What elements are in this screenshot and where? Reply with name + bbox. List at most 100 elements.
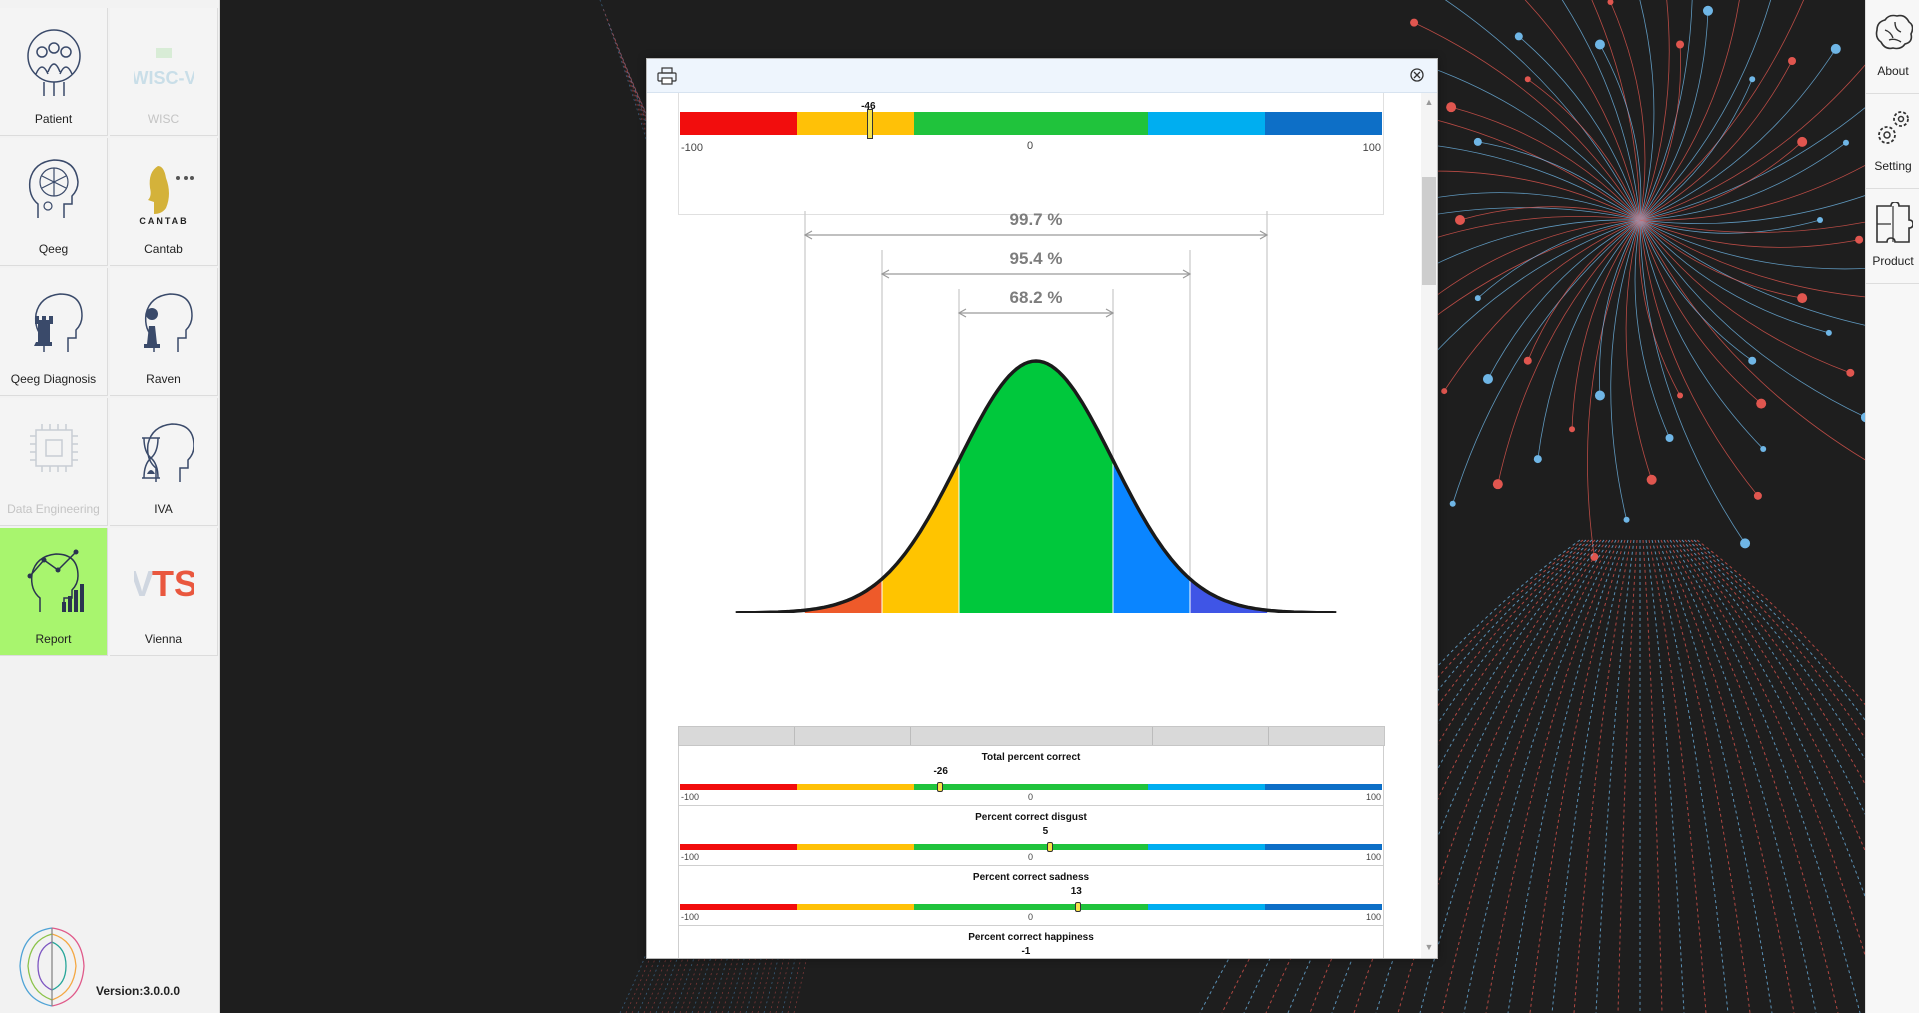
app-tile-report[interactable]: Report	[0, 528, 108, 656]
about-button[interactable]: About	[1866, 0, 1919, 94]
app-tile-cantab[interactable]: CANTAB Cantab	[110, 138, 218, 266]
decorative-line	[1672, 539, 1865, 957]
range-percent-label: 95.4 %	[1010, 249, 1063, 268]
decorative-line	[1524, 0, 1641, 221]
app-tile-label: Vienna	[144, 632, 183, 646]
decorative-dot	[1825, 329, 1832, 336]
app-tile-iva[interactable]: IVA	[110, 398, 218, 526]
decorative-line	[1639, 219, 1762, 404]
decorative-dot	[1482, 374, 1493, 385]
decorative-line	[1639, 219, 1865, 418]
subscale-color-bar	[680, 784, 1382, 790]
decorative-line	[1639, 219, 1821, 234]
decorative-dot	[1446, 102, 1457, 113]
subscale-max-label: 100	[1365, 792, 1381, 802]
decorative-line	[1639, 219, 1865, 461]
svg-text:CANTAB: CANTAB	[139, 216, 188, 226]
decorative-line	[1595, 539, 1635, 1013]
report-toolbar	[647, 59, 1437, 93]
decorative-line	[1639, 195, 1865, 224]
decorative-line	[1651, 539, 1729, 1013]
decorative-line	[1353, 539, 1602, 1013]
decorative-line	[1497, 219, 1641, 485]
decorative-line	[1666, 539, 1839, 1013]
subscale-color-bar	[680, 844, 1382, 850]
cantab-logo-icon: CANTAB	[139, 166, 194, 226]
scroll-up-icon[interactable]: ▲	[1424, 97, 1434, 107]
decorative-dot	[1594, 390, 1605, 401]
decorative-dot	[1594, 39, 1605, 50]
subscale-color-bar	[680, 904, 1382, 910]
distribution-region	[805, 578, 882, 613]
scale-mid-label: 0	[1027, 140, 1034, 152]
product-button[interactable]: Product	[1866, 190, 1919, 284]
print-icon[interactable]	[657, 67, 677, 85]
decorative-line	[1639, 219, 1746, 544]
decorative-dot	[1846, 368, 1855, 377]
subscale-max-label: 100	[1365, 912, 1381, 922]
decorative-dot	[1855, 235, 1864, 244]
results-grid-header	[678, 726, 1385, 746]
app-tile-raven[interactable]: Raven	[110, 268, 218, 396]
decorative-line	[1610, 219, 1641, 520]
close-icon[interactable]	[1409, 67, 1425, 83]
decorative-dot	[1474, 295, 1481, 302]
head-hourglass-icon	[142, 423, 194, 482]
app-tile-qeeg[interactable]: Qeeg	[0, 138, 108, 266]
decorative-line	[1638, 219, 1681, 396]
decorative-line	[1669, 539, 1861, 1013]
svg-text:V: V	[134, 563, 154, 604]
app-tile-label: Data Engineering	[7, 502, 100, 516]
decorative-dot	[1788, 56, 1797, 65]
decorative-line	[1654, 539, 1751, 1013]
decorative-dot	[1607, 0, 1614, 5]
puzzle-icon	[1876, 202, 1913, 243]
app-tile-label: Raven	[146, 372, 181, 386]
app-tile-vienna[interactable]: V TS Vienna	[110, 528, 218, 656]
subscale-row: Total percent correct -26 -100 0 100	[678, 746, 1384, 806]
scroll-down-icon[interactable]: ▼	[1424, 942, 1434, 952]
decorative-line	[1459, 206, 1641, 221]
scrollbar-thumb[interactable]	[1422, 177, 1436, 285]
decorative-line	[1639, 0, 1804, 221]
app-tile-qeeg-diagnosis[interactable]: Qeeg Diagnosis	[0, 268, 108, 396]
main-score-marker	[867, 109, 874, 139]
subscale-min-label: -100	[681, 852, 700, 862]
decorative-line	[1639, 219, 1829, 334]
app-tile-label: Qeeg	[38, 242, 69, 256]
setting-label: Setting	[1874, 159, 1912, 173]
decorative-line	[1527, 78, 1641, 221]
vts-logo-icon: V TS	[134, 563, 194, 604]
decorative-line	[1444, 0, 1641, 221]
decorative-line	[1660, 539, 1795, 1013]
decorative-line	[1443, 219, 1641, 392]
decorative-dot	[1533, 455, 1542, 464]
vertical-scrollbar[interactable]	[1421, 93, 1437, 958]
subscale-marker	[1074, 902, 1081, 912]
decorative-line	[1639, 0, 1655, 221]
decorative-line	[1678, 539, 1865, 852]
decorative-line	[1639, 0, 1740, 221]
decorative-dot	[1492, 479, 1503, 490]
subscale-title: Total percent correct	[981, 752, 1081, 763]
setting-button[interactable]: Setting	[1866, 95, 1919, 189]
decorative-dot	[1756, 398, 1767, 409]
subscale-marker	[1046, 842, 1053, 852]
decorative-line	[1573, 539, 1632, 1013]
right-nav: About Setting Product	[1865, 0, 1919, 1013]
subscale-mid-label: 0	[1028, 792, 1034, 802]
app-tile-label: Patient	[34, 112, 73, 126]
subscale-row: Percent correct sadness 13 -100 0 100	[678, 866, 1384, 926]
decorative-line	[1634, 219, 1670, 439]
head-chess-pawn-icon	[144, 293, 193, 352]
decorative-line	[1648, 539, 1707, 1013]
decorative-line	[1639, 48, 1837, 221]
decorative-line	[1639, 0, 1772, 221]
range-percent-label: 68.2 %	[1010, 288, 1063, 307]
decorative-dot	[1860, 412, 1865, 423]
brand-logo-icon	[19, 927, 85, 1007]
brain-icon	[1875, 14, 1913, 50]
decorative-dot	[1817, 217, 1823, 223]
subscale-title: Percent correct sadness	[972, 872, 1090, 883]
app-tile-patient[interactable]: Patient	[0, 8, 108, 136]
